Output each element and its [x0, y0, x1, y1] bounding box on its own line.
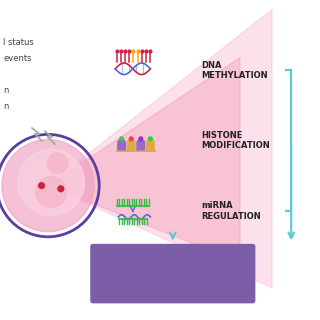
- Circle shape: [36, 177, 67, 207]
- FancyBboxPatch shape: [90, 244, 255, 303]
- Circle shape: [129, 137, 133, 141]
- Circle shape: [18, 149, 84, 216]
- Text: events: events: [3, 54, 32, 63]
- Text: n: n: [3, 102, 9, 111]
- Text: DNA
METHYLATION: DNA METHYLATION: [202, 61, 268, 80]
- FancyBboxPatch shape: [117, 141, 126, 150]
- Ellipse shape: [137, 140, 145, 142]
- Text: miRNA
REGULATION: miRNA REGULATION: [202, 202, 261, 221]
- Circle shape: [148, 137, 152, 141]
- Ellipse shape: [118, 140, 125, 142]
- Circle shape: [39, 183, 44, 188]
- Ellipse shape: [127, 140, 135, 142]
- Ellipse shape: [147, 140, 154, 142]
- FancyBboxPatch shape: [127, 141, 136, 150]
- Text: HISTONE
MODIFICATION: HISTONE MODIFICATION: [202, 131, 270, 150]
- Text: EPIGENETIC DYSREGULATION
OF HPA AXIS-RELATED GENES
NR3C1, SLC6A4, BDNF, 11β-HSD2: EPIGENETIC DYSREGULATION OF HPA AXIS-REL…: [107, 263, 238, 284]
- Circle shape: [2, 140, 94, 232]
- Circle shape: [47, 153, 68, 173]
- Polygon shape: [48, 58, 240, 262]
- Polygon shape: [48, 10, 272, 288]
- FancyBboxPatch shape: [146, 141, 155, 150]
- Circle shape: [120, 137, 124, 141]
- Text: n: n: [3, 86, 9, 95]
- Text: l status: l status: [3, 38, 34, 47]
- Circle shape: [58, 186, 64, 192]
- Circle shape: [139, 137, 143, 141]
- FancyBboxPatch shape: [136, 141, 145, 150]
